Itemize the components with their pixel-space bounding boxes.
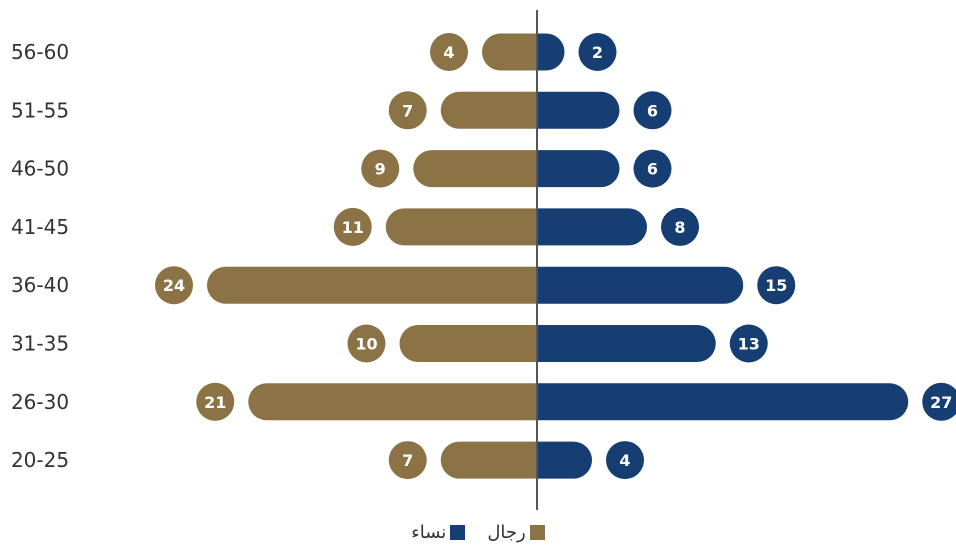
value-label-women: 4 [619, 451, 630, 470]
legend-label-men: رجال [487, 522, 526, 543]
value-label-women: 8 [674, 218, 685, 237]
bar-women [537, 383, 909, 421]
legend-item-women: نساء [411, 522, 466, 543]
value-badge-men [347, 324, 386, 363]
bar-women [537, 208, 647, 246]
category-label: 31-35 [11, 332, 69, 356]
value-label-men: 4 [443, 43, 454, 62]
category-label: 36-40 [11, 273, 69, 297]
value-label-men: 9 [375, 160, 386, 179]
category-label: 26-30 [11, 390, 69, 414]
value-badge-women [578, 33, 617, 71]
value-label-men: 24 [163, 276, 185, 295]
value-badge-men [333, 207, 372, 246]
value-badge-men [430, 33, 468, 71]
bar-women [537, 150, 620, 188]
legend-label-women: نساء [411, 522, 447, 543]
bar-women [537, 33, 565, 71]
value-label-women: 2 [592, 43, 603, 62]
bar-men [440, 441, 537, 479]
bar-men [482, 33, 537, 71]
value-label-men: 7 [402, 101, 413, 120]
bar-women [537, 91, 620, 129]
value-badge-men [196, 382, 235, 421]
value-badge-women [633, 91, 672, 130]
bar-men [413, 150, 537, 188]
value-label-women: 15 [765, 276, 787, 295]
bar-men [440, 91, 537, 129]
value-label-men: 21 [204, 393, 226, 412]
bar-women [537, 325, 716, 362]
value-badge-women [922, 382, 956, 421]
bar-women [537, 266, 744, 304]
bar-men [399, 325, 537, 362]
value-label-men: 7 [402, 451, 413, 470]
value-badge-men [155, 266, 193, 305]
category-label: 20-25 [11, 448, 69, 472]
category-label: 56-60 [11, 40, 69, 64]
legend-swatch-men [529, 525, 545, 540]
category-label: 46-50 [11, 157, 69, 181]
bar-men [248, 383, 538, 421]
value-label-women: 13 [738, 335, 760, 354]
bar-women [537, 441, 592, 479]
value-badge-women [633, 149, 672, 188]
value-badge-men [361, 149, 400, 188]
value-badge-women [661, 207, 699, 246]
value-badge-women [757, 266, 796, 305]
bar-men [385, 208, 537, 246]
value-badge-women [606, 441, 644, 480]
value-badge-women [729, 324, 768, 363]
legend-item-men: رجال [487, 522, 545, 543]
bar-men [207, 266, 538, 304]
category-label: 41-45 [11, 215, 69, 239]
value-label-women: 6 [647, 101, 658, 120]
value-label-men: 11 [342, 218, 364, 237]
value-badge-men [388, 91, 427, 130]
legend: نساء رجال [0, 522, 956, 543]
value-label-women: 6 [647, 160, 658, 179]
legend-swatch-women [450, 525, 466, 540]
value-label-women: 27 [930, 393, 952, 412]
value-badge-men [388, 441, 427, 480]
category-label: 51-55 [11, 98, 69, 122]
value-label-men: 10 [355, 335, 377, 354]
